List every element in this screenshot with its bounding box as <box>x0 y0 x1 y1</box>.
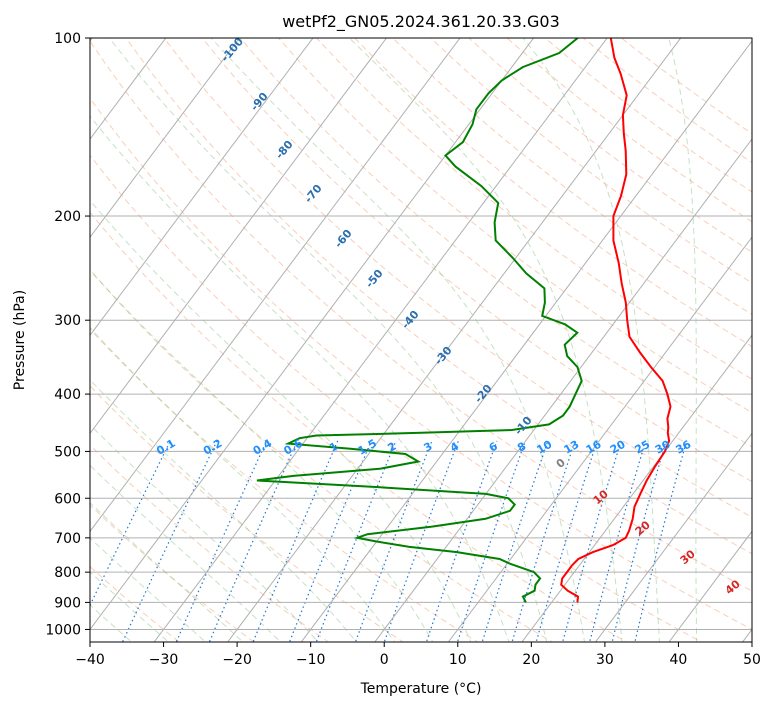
moist-adiabat-line <box>90 464 282 642</box>
x-tick-label: 20 <box>522 652 540 668</box>
dry-adiabat-line <box>90 326 479 642</box>
dry-adiabat-line <box>90 444 330 642</box>
dry-adiabat-line <box>90 211 628 642</box>
isotherm-line <box>153 38 608 642</box>
dry-adiabat-line <box>392 38 752 316</box>
mixing-ratio-line <box>481 440 549 642</box>
plot-frame <box>89 37 753 643</box>
series-lines <box>256 38 672 603</box>
isotherm-line <box>90 38 167 140</box>
mixing-ratio-line <box>288 440 372 642</box>
y-tick-label: 500 <box>54 444 81 460</box>
isotherm-line <box>90 38 461 533</box>
x-tick-label: 50 <box>743 652 761 668</box>
dry-adiabat-line <box>90 97 752 631</box>
mixing-ratio-line <box>315 440 397 642</box>
dry-adiabat-line <box>90 268 554 642</box>
isotherm-line <box>90 38 314 337</box>
dewpoint-line <box>256 38 583 603</box>
y-axis: 100 200 300 400 500 600 700 800 900 1000 <box>45 31 90 638</box>
temperature-line <box>560 38 672 603</box>
isotherm-line <box>227 38 682 642</box>
isotherm-line <box>668 530 752 642</box>
y-tick-label: 900 <box>54 595 81 611</box>
moist-adiabat-line <box>90 571 170 642</box>
moist-adiabat-line <box>210 38 586 642</box>
mixing-ratio-line <box>208 440 298 642</box>
y-tick-label: 300 <box>54 313 81 329</box>
moist-adiabat-line <box>90 379 358 642</box>
mixing-ratio-line <box>121 440 218 642</box>
isotherm-line <box>447 236 752 642</box>
x-tick-label: −10 <box>296 652 326 668</box>
moist-adiabat-line <box>90 604 133 642</box>
x-tick-label: 0 <box>380 652 389 668</box>
dry-adiabat-line <box>353 38 752 348</box>
dry-adiabat-line <box>90 154 703 642</box>
mixing-ratio-line <box>354 440 433 642</box>
y-axis-label: Pressure (hPa) <box>12 290 28 390</box>
y-tick-label: 400 <box>54 387 81 403</box>
mixing-ratio-line <box>90 440 171 607</box>
chart-title: wetPf2_GN05.2024.361.20.33.G03 <box>282 12 560 32</box>
moist-adiabat-line <box>668 38 698 642</box>
moist-adiabat-line <box>90 269 434 642</box>
x-tick-label: −20 <box>222 652 252 668</box>
dry-adiabat-line <box>201 38 752 483</box>
dry-adiabat-line <box>163 38 752 518</box>
y-tick-label: 200 <box>54 209 81 225</box>
dry-adiabat-line <box>90 504 255 642</box>
x-tick-label: −40 <box>75 652 105 668</box>
mixing-ratio-line <box>175 440 268 642</box>
moist-adiabat-line <box>90 537 207 642</box>
isotherm-line <box>374 138 752 642</box>
x-axis: −40 −30 −20 −10 0 10 20 30 40 50 <box>75 642 761 668</box>
isotherm-line <box>521 334 752 642</box>
y-tick-label: 600 <box>54 491 81 507</box>
y-tick-label: 800 <box>54 565 81 581</box>
isotherm-line <box>594 432 752 642</box>
mixing-ratio-line <box>456 440 526 642</box>
y-tick-label: 100 <box>54 31 81 47</box>
x-tick-label: 30 <box>596 652 614 668</box>
mixing-ratio-line <box>634 440 688 642</box>
x-axis-label: Temperature (°C) <box>360 681 482 697</box>
y-tick-label: 700 <box>54 531 81 547</box>
moist-adiabat-line <box>90 115 510 642</box>
isotherm-line <box>90 38 388 435</box>
x-tick-label: −30 <box>149 652 179 668</box>
mixing-ratio-line <box>383 440 459 642</box>
y-tick-label: 1000 <box>45 622 81 638</box>
moist-adiabat-line <box>90 199 472 642</box>
x-tick-label: 40 <box>670 652 688 668</box>
moist-adiabat-line <box>522 38 660 642</box>
dry-adiabat-line <box>239 38 752 448</box>
mixing-ratio-line <box>252 440 339 642</box>
moist-adiabat-line <box>90 502 244 642</box>
isotherm-line <box>90 38 241 239</box>
mixing-ratio-line <box>425 440 498 642</box>
x-tick-label: 10 <box>449 652 467 668</box>
isotherm-line <box>300 40 752 642</box>
